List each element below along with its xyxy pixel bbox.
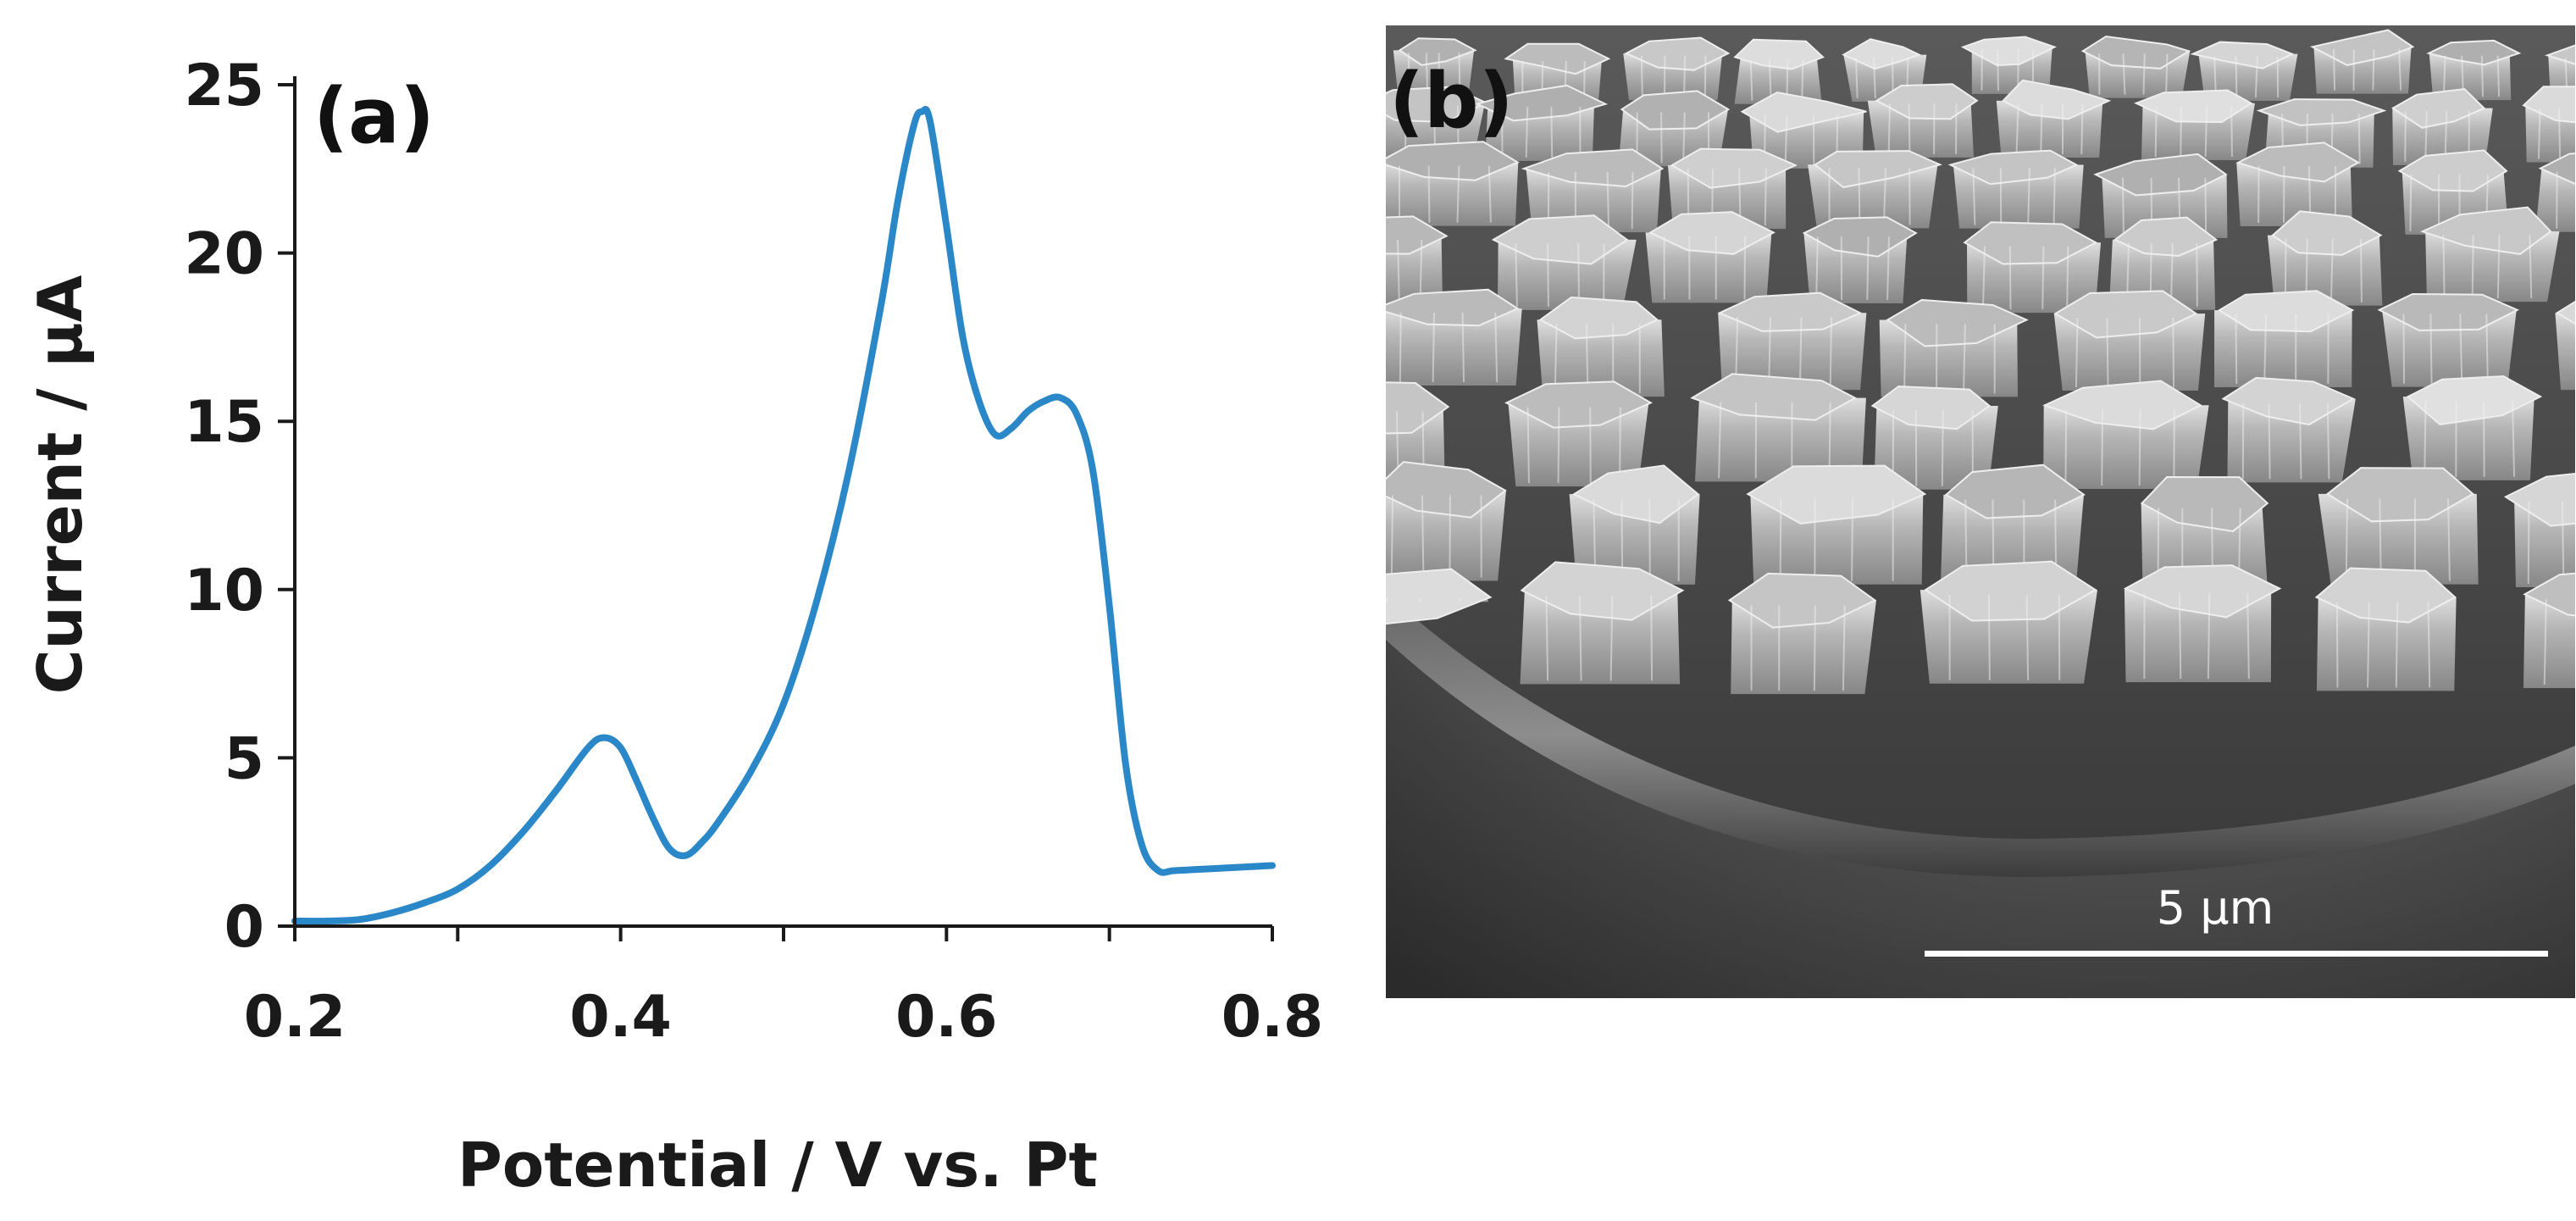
y-tick-label: 20 bbox=[184, 221, 264, 288]
nanopillar-striation bbox=[2359, 114, 2360, 164]
nanopillar-striation bbox=[2337, 602, 2338, 688]
nanopillar-striation bbox=[1632, 172, 1633, 229]
y-tick-label: 15 bbox=[184, 389, 264, 456]
nanopillar-striation bbox=[1989, 595, 1990, 680]
nanopillar-striation bbox=[2081, 103, 2082, 154]
nanopillar-striation bbox=[2065, 409, 2066, 486]
nanopillar-striation bbox=[1392, 496, 1393, 578]
x-tick-label: 0.4 bbox=[569, 984, 671, 1051]
nanopillar-striation bbox=[1377, 106, 1378, 157]
nanopillar-striation bbox=[1765, 169, 1766, 225]
nanopillar-striation bbox=[1942, 410, 1943, 486]
nanopillar-striation bbox=[1997, 49, 1998, 90]
nanopillar-striation bbox=[2010, 247, 2011, 310]
nanopillar-striation bbox=[1814, 605, 1815, 691]
nanopillar-striation bbox=[1661, 113, 1662, 164]
x-tick-label: 0.8 bbox=[1222, 984, 1323, 1051]
nanopillar-striation bbox=[1642, 56, 1643, 97]
nanopillar-striation bbox=[1400, 313, 1401, 382]
x-tick-label: 0.6 bbox=[895, 984, 997, 1051]
nanopillar-striation bbox=[1349, 240, 1350, 303]
series-line-current bbox=[295, 109, 1272, 921]
scale-bar bbox=[1925, 951, 2548, 957]
nanopillar-striation bbox=[1373, 411, 1374, 486]
nanopillar-striation bbox=[2143, 53, 2144, 94]
nanopillar-striation bbox=[2482, 56, 2483, 97]
nanopillar-striation bbox=[1867, 236, 1868, 300]
nanopillar-striation bbox=[2205, 178, 2206, 235]
nanopillar-striation bbox=[2403, 314, 2404, 384]
nanopillar-striation bbox=[1684, 56, 1685, 97]
chart-panel-a: 0 5 10 15 20 25 0.2 0.4 0.6 0.8 (a) Current / µA… bbox=[25, 53, 1323, 1201]
nanopillar-striation bbox=[2166, 53, 2167, 94]
nanopillar-striation bbox=[2235, 314, 2236, 384]
panel-label-a: (a) bbox=[313, 72, 435, 161]
nanopillar-striation bbox=[2473, 236, 2474, 299]
nanopillar-striation bbox=[1705, 56, 1706, 97]
nanopillar-striation bbox=[1859, 168, 1860, 225]
nanopillar-striation bbox=[1551, 107, 1552, 158]
nanopillar-striation bbox=[2054, 169, 2055, 225]
nanopillar-striation bbox=[2180, 106, 2181, 157]
y-tick-label: 5 bbox=[224, 725, 264, 792]
nanopillar-striation bbox=[1649, 499, 1650, 581]
nanopillar-striation bbox=[1346, 411, 1348, 486]
y-axis-ticks: 0 5 10 15 20 25 bbox=[184, 53, 295, 961]
nanopillar-striation bbox=[1429, 166, 1430, 223]
scale-bar-label: 5 µm bbox=[2157, 881, 2274, 935]
nanopillar-striation bbox=[2236, 57, 2237, 97]
nanopillar-striation bbox=[2042, 247, 2043, 310]
nanopillar-striation bbox=[2173, 318, 2174, 387]
nanopillar-striation bbox=[2559, 108, 2560, 159]
sem-image-panel-b: (b) 5 µm bbox=[1318, 25, 2576, 998]
nanopillar-striation bbox=[2346, 499, 2347, 581]
nanopillar-striation bbox=[2373, 49, 2374, 90]
nanopillar-striation bbox=[1348, 598, 1349, 602]
nanopillar-striation bbox=[1422, 496, 1423, 578]
nanopillar-striation bbox=[2231, 106, 2232, 157]
nanopillar-striation bbox=[2405, 111, 2406, 162]
y-tick-label: 10 bbox=[184, 558, 264, 624]
x-tick-label: 0.2 bbox=[244, 984, 346, 1051]
nanopillar-striation bbox=[1889, 103, 1890, 154]
nanopillar-striation bbox=[2562, 502, 2563, 584]
nanopillar-striation bbox=[2156, 106, 2157, 157]
nanopillar-striation bbox=[1852, 499, 1853, 581]
nanopillar-striation bbox=[2396, 602, 2397, 688]
nanopillar-striation bbox=[2430, 314, 2431, 384]
y-tick-label: 0 bbox=[224, 894, 264, 961]
nanopillar-striation bbox=[2484, 401, 2485, 476]
nanopillar-striation bbox=[1651, 596, 1652, 681]
nanopillar-striation bbox=[2444, 236, 2445, 299]
nanopillar-striation bbox=[2140, 409, 2141, 486]
nanopillar-striation bbox=[1590, 408, 1591, 484]
nanopillar-striation bbox=[1802, 59, 1803, 100]
y-tick-label: 25 bbox=[184, 53, 264, 119]
nanopillar-striation bbox=[2206, 106, 2207, 157]
nanopillar-striation bbox=[2067, 247, 2068, 310]
panel-label-b: (b) bbox=[1389, 57, 1514, 146]
nanopillar-striation bbox=[2107, 318, 2108, 387]
figure: 0 5 10 15 20 25 0.2 0.4 0.6 0.8 (a) Current / µA… bbox=[0, 0, 2576, 1221]
nanopillar-striation bbox=[2334, 49, 2335, 90]
nanopillar-striation bbox=[2123, 178, 2124, 235]
x-axis-label: Potential / V vs. Pt bbox=[457, 1129, 1098, 1201]
nanopillar-striation bbox=[2361, 239, 2362, 302]
nanopillar-striation bbox=[1463, 313, 1464, 382]
nanopillar-striation bbox=[1909, 103, 1910, 154]
nanopillar-striation bbox=[2424, 401, 2425, 476]
nanopillar-striation bbox=[1528, 408, 1529, 484]
y-axis-label: Current / µA bbox=[25, 275, 96, 694]
nanopillar-striation bbox=[2410, 175, 2411, 231]
x-axis-ticks: 0.2 0.4 0.6 0.8 bbox=[244, 926, 1323, 1051]
